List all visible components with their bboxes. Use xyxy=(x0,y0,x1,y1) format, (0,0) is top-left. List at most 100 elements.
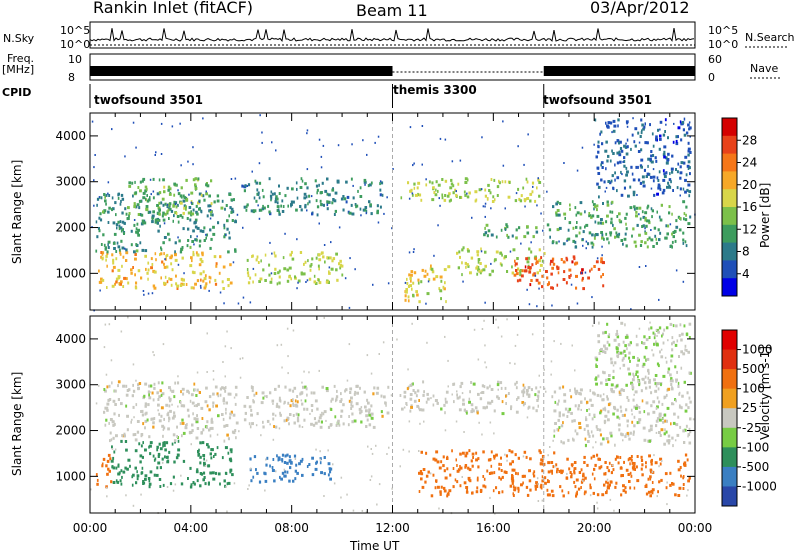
power-cell-1 xyxy=(231,219,234,222)
power-cell-0 xyxy=(164,275,167,279)
velocity-cell-0 xyxy=(203,461,206,465)
power-cell-1 xyxy=(120,199,122,203)
velocity-noise-cell xyxy=(303,370,305,373)
power-cell-1 xyxy=(107,246,110,249)
velocity-noise-cell xyxy=(375,444,377,447)
power-cell-1 xyxy=(113,232,117,236)
velocity-noise-cell xyxy=(478,421,480,424)
velocity-noise-cell xyxy=(592,446,594,449)
power-noise-cell xyxy=(504,207,506,210)
power-cell-4 xyxy=(268,177,271,181)
power-cell-9 xyxy=(530,279,533,282)
power-noise-cell xyxy=(177,263,180,266)
power-noise-cell xyxy=(665,123,667,126)
velocity-cell-0 xyxy=(169,482,173,486)
power-noise-cell xyxy=(437,224,439,227)
power-cell-10 xyxy=(562,242,566,246)
power-cell-11 xyxy=(671,170,674,174)
power-cell-3 xyxy=(274,267,277,271)
velocity-cell-8 xyxy=(659,414,662,418)
velocity-cell-6 xyxy=(432,473,435,477)
velocity-cell-4 xyxy=(366,398,369,402)
velocity-cell-9 xyxy=(630,381,633,385)
power-cell-0 xyxy=(101,278,105,282)
velocity-ytick-label-3: 4000 xyxy=(55,332,86,346)
velocity-cell-4 xyxy=(262,396,265,400)
power-cell-4 xyxy=(255,181,259,185)
power-cell-0 xyxy=(185,283,188,286)
velocity-cell-8 xyxy=(627,398,630,402)
power-cell-1 xyxy=(134,205,138,209)
velocity-noise-cell xyxy=(111,448,114,450)
velocity-cell-6 xyxy=(547,470,551,474)
velocity-cell-5 xyxy=(481,391,485,394)
velocity-cell-3 xyxy=(271,466,274,469)
velocity-cell-2 xyxy=(176,381,180,385)
power-noise-cell xyxy=(344,277,347,280)
velocity-cell-8 xyxy=(658,414,661,417)
velocity-cell-8 xyxy=(666,406,670,410)
velocity-noise-cell xyxy=(247,488,249,490)
power-cell-4 xyxy=(346,195,350,199)
power-cell-11 xyxy=(640,148,643,152)
velocity-cell-7 xyxy=(645,461,647,465)
power-noise-cell xyxy=(322,144,325,147)
power-cell-9 xyxy=(529,283,532,287)
velocity-cell-9 xyxy=(679,323,682,327)
velocity-cell-2 xyxy=(131,394,134,398)
velocity-noise-cell xyxy=(543,387,546,390)
velocity-cell-3 xyxy=(266,456,269,460)
power-cell-1 xyxy=(104,246,108,250)
velocity-cell-7 xyxy=(640,467,643,471)
power-cell-4 xyxy=(304,205,307,209)
power-cell-1 xyxy=(191,202,194,205)
power-cell-3 xyxy=(259,277,263,281)
power-cell-4 xyxy=(305,195,308,199)
velocity-cell-9 xyxy=(643,335,646,339)
velocity-cell-7 xyxy=(677,468,681,472)
velocity-cell-4 xyxy=(380,410,383,414)
power-cell-9 xyxy=(516,279,519,283)
velocity-cell-3 xyxy=(286,461,289,465)
velocity-cell-6 xyxy=(476,476,479,480)
velocity-noise-cell xyxy=(484,361,486,364)
power-cell-0 xyxy=(112,265,116,269)
velocity-cell-8 xyxy=(622,389,625,392)
velocity-cell-2 xyxy=(173,414,176,418)
power-cell-10 xyxy=(651,215,653,219)
power-cell-4 xyxy=(319,199,322,203)
velocity-cell-8 xyxy=(673,412,676,416)
mode-label-1: twofsound 3501 xyxy=(94,93,203,107)
power-cell-4 xyxy=(276,201,279,205)
power-cell-11 xyxy=(618,141,620,145)
velocity-cell-8 xyxy=(667,441,671,445)
velocity-cell-4 xyxy=(303,418,306,422)
velocity-cell-2 xyxy=(182,392,185,396)
velocity-cell-6 xyxy=(440,485,443,489)
velocity-cell-7 xyxy=(580,468,583,472)
power-noise-cell xyxy=(636,194,638,196)
velocity-cell-2 xyxy=(191,429,194,433)
velocity-cell-2 xyxy=(191,401,195,405)
power-cell-5 xyxy=(486,197,489,201)
velocity-cell-7 xyxy=(592,454,596,458)
velocity-cell-9 xyxy=(598,321,600,325)
power-cell-11 xyxy=(644,141,648,145)
velocity-cell-7 xyxy=(630,455,633,458)
velocity-cell-0 xyxy=(149,441,153,445)
velocity-cell-0 xyxy=(144,477,147,481)
power-cell-10 xyxy=(555,211,558,215)
power-noise-cell xyxy=(528,303,531,306)
velocity-noise-cell xyxy=(430,397,432,400)
velocity-cell-8 xyxy=(563,393,567,397)
velocity-cell-9 xyxy=(685,348,688,352)
velocity-cell-9 xyxy=(622,351,624,355)
velocity-cell-9 xyxy=(667,370,670,374)
velocity-cell-2 xyxy=(108,398,112,401)
power-cell-4 xyxy=(261,188,264,192)
velocity-cell-2 xyxy=(196,388,199,392)
power-noise-cell xyxy=(484,301,486,304)
power-cell-11 xyxy=(687,183,691,187)
velocity-cell-4 xyxy=(334,415,337,419)
power-cell-11 xyxy=(623,144,626,148)
